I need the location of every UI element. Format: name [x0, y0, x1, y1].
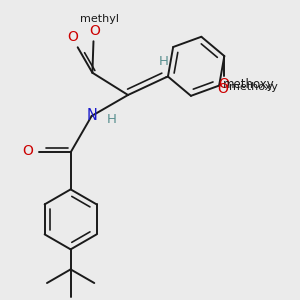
Text: O: O [67, 30, 78, 44]
Text: methyl: methyl [80, 14, 119, 24]
Text: methoxy: methoxy [229, 82, 278, 92]
Text: O: O [23, 144, 34, 158]
Text: methoxy: methoxy [223, 77, 274, 91]
Text: O: O [217, 82, 228, 95]
Text: O: O [218, 77, 229, 91]
Text: O: O [89, 24, 100, 38]
Text: H: H [159, 55, 169, 68]
Text: H: H [107, 112, 117, 125]
Text: N: N [86, 109, 97, 124]
